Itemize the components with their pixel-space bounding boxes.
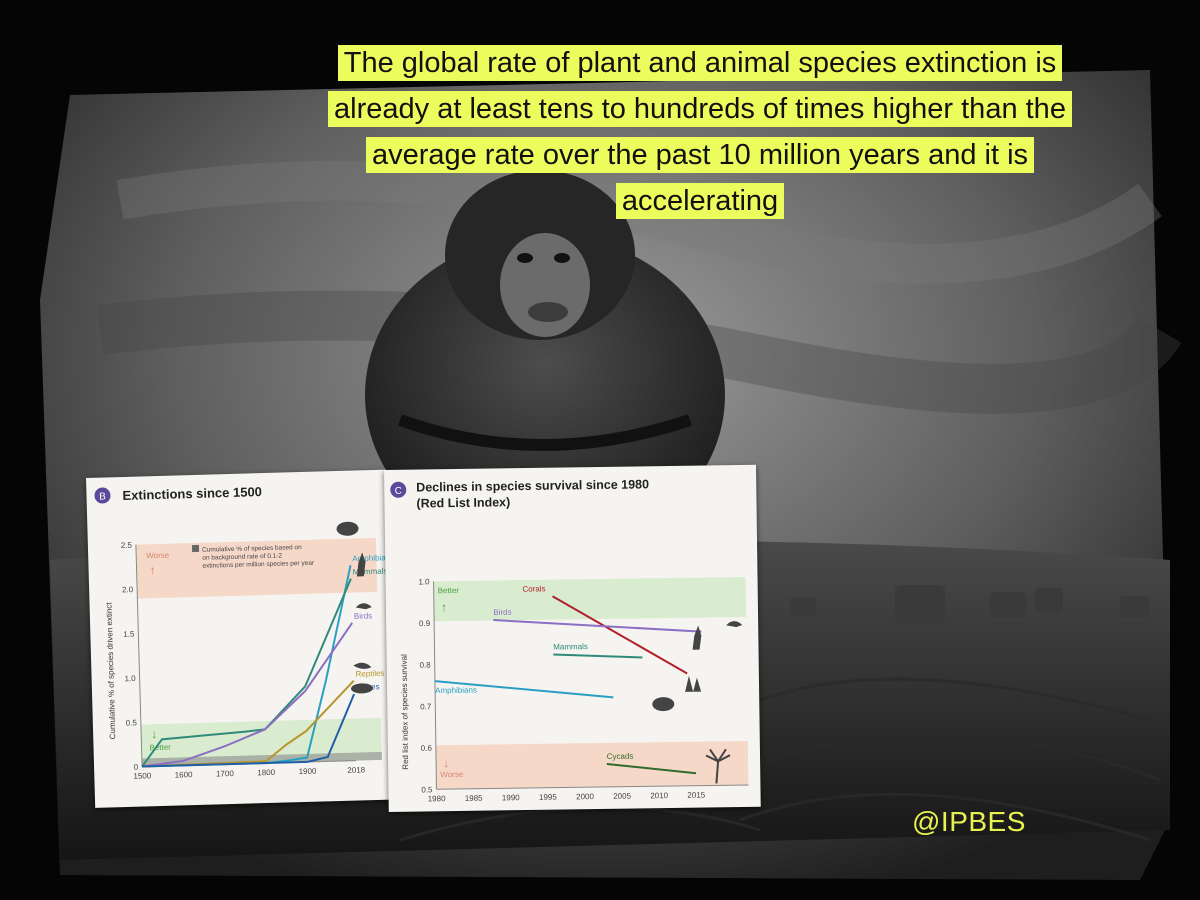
x-tick-label-c: 2000 xyxy=(576,792,594,801)
better-label-c: Better xyxy=(438,586,460,595)
series-label-mammals: Mammals xyxy=(553,642,588,651)
x-tick-label-b: 1600 xyxy=(175,770,194,780)
extinctions-chart: B Extinctions since 1500 Worse ↑ ↓ Bette… xyxy=(94,484,394,781)
legend-swatch-b xyxy=(191,544,200,553)
lizard-icon xyxy=(353,662,372,669)
y-tick-label-c: 1.0 xyxy=(418,577,430,586)
series-label-mammals: Mammals xyxy=(353,567,388,577)
y-tick-label-b: 0 xyxy=(134,763,139,772)
x-tick-label-c: 2005 xyxy=(613,792,631,801)
better-arrow-c: ↑ xyxy=(441,600,447,614)
y-tick-label-b: 0.5 xyxy=(126,718,138,727)
chart-c-subtitle: (Red List Index) xyxy=(416,495,510,510)
y-tick-label-c: 0.9 xyxy=(419,619,431,628)
deer-icon xyxy=(692,625,702,650)
deer-icon xyxy=(356,552,366,577)
headline-line-3: average rate over the past 10 million ye… xyxy=(365,137,1035,173)
series-line-corals xyxy=(552,595,688,675)
y-tick-label-b: 2.0 xyxy=(122,585,134,594)
x-tick-label-c: 1985 xyxy=(465,794,483,803)
frog-icon xyxy=(336,521,359,536)
legend-text-b-2: on background rate of 0.1-2 xyxy=(202,553,282,562)
series-label-corals: Corals xyxy=(522,584,545,593)
cycad-icon xyxy=(705,748,731,784)
worse-zone-c xyxy=(435,740,749,790)
chart-panel-extinctions: B Extinctions since 1500 Worse ↑ ↓ Bette… xyxy=(86,469,396,808)
worse-label-c: Worse xyxy=(440,770,464,779)
credit-handle: @IPBES xyxy=(912,806,1026,837)
x-tick-label-c: 2015 xyxy=(687,791,705,800)
x-tick-label-b: 1500 xyxy=(133,771,152,781)
headline-line-1: The global rate of plant and animal spec… xyxy=(337,45,1063,81)
y-tick-label-b: 2.5 xyxy=(121,541,133,550)
x-axis-c xyxy=(436,784,749,790)
fish-icon xyxy=(350,683,373,694)
series-label-reptiles: Reptiles xyxy=(355,669,384,679)
x-tick-label-b: 1800 xyxy=(257,768,276,778)
panel-badge-b xyxy=(94,487,111,504)
y-axis-c xyxy=(433,581,437,790)
x-tick-label-c: 1995 xyxy=(539,793,557,802)
series-line-mammals xyxy=(553,653,643,659)
x-tick-label-c: 1990 xyxy=(502,793,520,802)
cloud-streak xyxy=(96,290,1182,414)
better-arrow-b: ↓ xyxy=(151,727,157,741)
series-line-amphibians xyxy=(434,680,614,699)
chart-b-title: Extinctions since 1500 xyxy=(122,484,262,503)
series-label-birds: Birds xyxy=(493,608,511,617)
series-line-fishes xyxy=(142,693,356,768)
worse-arrow-c: ↓ xyxy=(443,756,449,770)
legend-text-b-1: Cumulative % of species based on xyxy=(202,544,302,554)
better-label-b: Better xyxy=(149,743,171,753)
panel-badge-b-letter: B xyxy=(99,491,106,502)
worse-arrow-b: ↑ xyxy=(149,563,155,577)
y-axis-label-c: Red list index of species survival xyxy=(400,654,411,770)
series-line-birds xyxy=(141,622,353,768)
series-label-birds: Birds xyxy=(354,611,372,621)
chart-c-title: Declines in species survival since 1980 xyxy=(416,477,649,494)
panel-badge-c-letter: C xyxy=(395,486,402,497)
y-tick-label-b: 1.0 xyxy=(124,674,136,683)
x-tick-label-b: 2018 xyxy=(347,765,366,775)
y-tick-label-c: 0.8 xyxy=(420,661,432,670)
chart-panel-red-list: C Declines in species survival since 198… xyxy=(384,464,761,812)
y-tick-label-c: 0.7 xyxy=(420,702,432,711)
x-tick-label-b: 1900 xyxy=(299,767,318,777)
series-line-reptiles xyxy=(142,679,355,768)
series-line-mammals xyxy=(141,578,352,768)
tree-stump xyxy=(790,585,1150,623)
better-zone-c xyxy=(433,576,747,622)
cloud-streak xyxy=(116,160,1162,284)
y-tick-label-c: 0.6 xyxy=(421,744,433,753)
x-tick-label-b: 1700 xyxy=(216,769,235,779)
series-line-cycads xyxy=(606,763,697,775)
background-rate-band xyxy=(141,751,382,767)
frog-icon xyxy=(652,697,675,712)
red-list-chart: C Declines in species survival since 198… xyxy=(390,477,749,803)
y-axis-b xyxy=(135,544,143,767)
y-tick-label-b: 1.5 xyxy=(123,629,135,638)
y-tick-label-c: 0.5 xyxy=(421,785,433,794)
legend-text-b-3: extinctions per million species per year xyxy=(202,560,315,570)
x-tick-label-c: 2010 xyxy=(650,791,668,800)
series-label-amphibians: Amphibians xyxy=(352,553,394,563)
series-label-amphibians: Amphibians xyxy=(435,686,477,696)
headline: The global rate of plant and animal spec… xyxy=(240,40,1160,224)
coral-icon xyxy=(685,675,702,692)
panel-badge-c xyxy=(390,481,407,498)
x-tick-label-c: 1980 xyxy=(428,794,446,803)
series-line-birds xyxy=(493,619,702,633)
bird-icon xyxy=(726,621,743,628)
bird-icon xyxy=(355,603,372,610)
headline-line-2: already at least tens to hundreds of tim… xyxy=(328,91,1072,127)
series-label-cycads: Cycads xyxy=(607,752,634,761)
worse-zone-b xyxy=(135,537,378,599)
worse-label-b: Worse xyxy=(146,551,170,561)
headline-line-4: accelerating xyxy=(615,183,785,219)
y-axis-label-b: Cumulative % of species driven extinct xyxy=(104,602,117,740)
